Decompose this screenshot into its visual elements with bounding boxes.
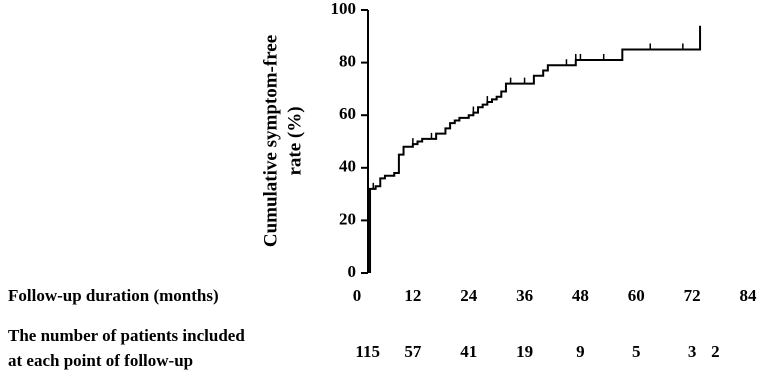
y-axis-label-line: Cumulative symptom-free — [260, 35, 281, 247]
y-axis-label-line: rate (%) — [284, 106, 305, 175]
y-tick-label: 60 — [339, 104, 356, 123]
y-tick-label: 80 — [339, 52, 356, 71]
y-tick-label: 0 — [348, 262, 357, 281]
risk-label-line: at each point of follow-up — [8, 351, 193, 370]
x-tick-label: 0 — [353, 286, 362, 305]
at-risk-count: 3 — [688, 342, 697, 361]
x-tick-label: 48 — [572, 286, 589, 305]
at-risk-count: 2 — [711, 342, 720, 361]
x-tick-label: 72 — [684, 286, 701, 305]
x-tick-label: 24 — [460, 286, 478, 305]
at-risk-count: 19 — [516, 342, 533, 361]
x-tick-label: 60 — [628, 286, 645, 305]
y-tick-label: 20 — [339, 209, 356, 228]
x-tick-label: 36 — [516, 286, 533, 305]
y-tick-label: 40 — [339, 157, 356, 176]
y-axis-label: Cumulative symptom-free rate (%) — [260, 35, 305, 247]
at-risk-count: 9 — [576, 342, 585, 361]
x-axis-label: Follow-up duration (months) — [8, 286, 219, 305]
x-tick-label: 12 — [404, 286, 421, 305]
survival-curve — [369, 25, 702, 273]
at-risk-count: 57 — [404, 342, 422, 361]
y-tick-label: 100 — [331, 0, 357, 18]
at-risk-count: 41 — [460, 342, 477, 361]
x-tick-label: 84 — [740, 286, 758, 305]
at-risk-count: 5 — [632, 342, 641, 361]
at-risk-count: 115 — [355, 342, 380, 361]
risk-label-line: The number of patients included — [8, 326, 245, 345]
